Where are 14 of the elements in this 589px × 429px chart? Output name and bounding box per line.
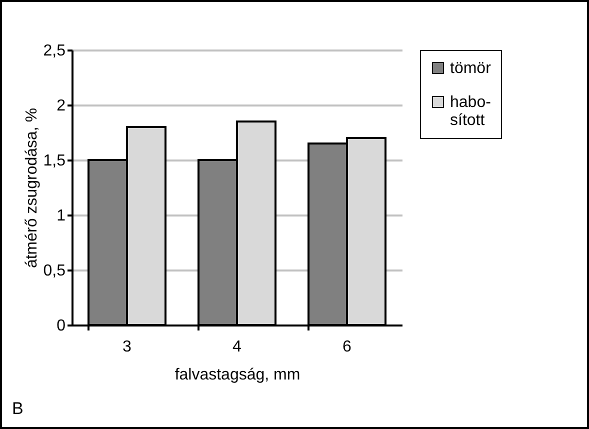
y-tick-label: 1 bbox=[56, 208, 66, 224]
x-tick-label: 6 bbox=[342, 338, 352, 356]
y-tick-label: 0 bbox=[56, 318, 66, 334]
x-axis-title: falvastagság, mm bbox=[174, 366, 300, 384]
y-tick-label: 0,5 bbox=[43, 262, 66, 280]
y-tick-label: 2,5 bbox=[43, 42, 66, 60]
y-tick-label: 1,5 bbox=[43, 152, 66, 170]
legend-label: habo-sított bbox=[450, 94, 491, 129]
x-tick-label: 4 bbox=[232, 338, 242, 356]
text: B bbox=[12, 399, 24, 419]
x-tick-label: 3 bbox=[122, 338, 132, 356]
y-tick-label: 2 bbox=[56, 98, 66, 114]
y-axis-title: átmérő zsugrodása, % bbox=[23, 108, 40, 268]
legend-label: tömör bbox=[450, 60, 492, 77]
